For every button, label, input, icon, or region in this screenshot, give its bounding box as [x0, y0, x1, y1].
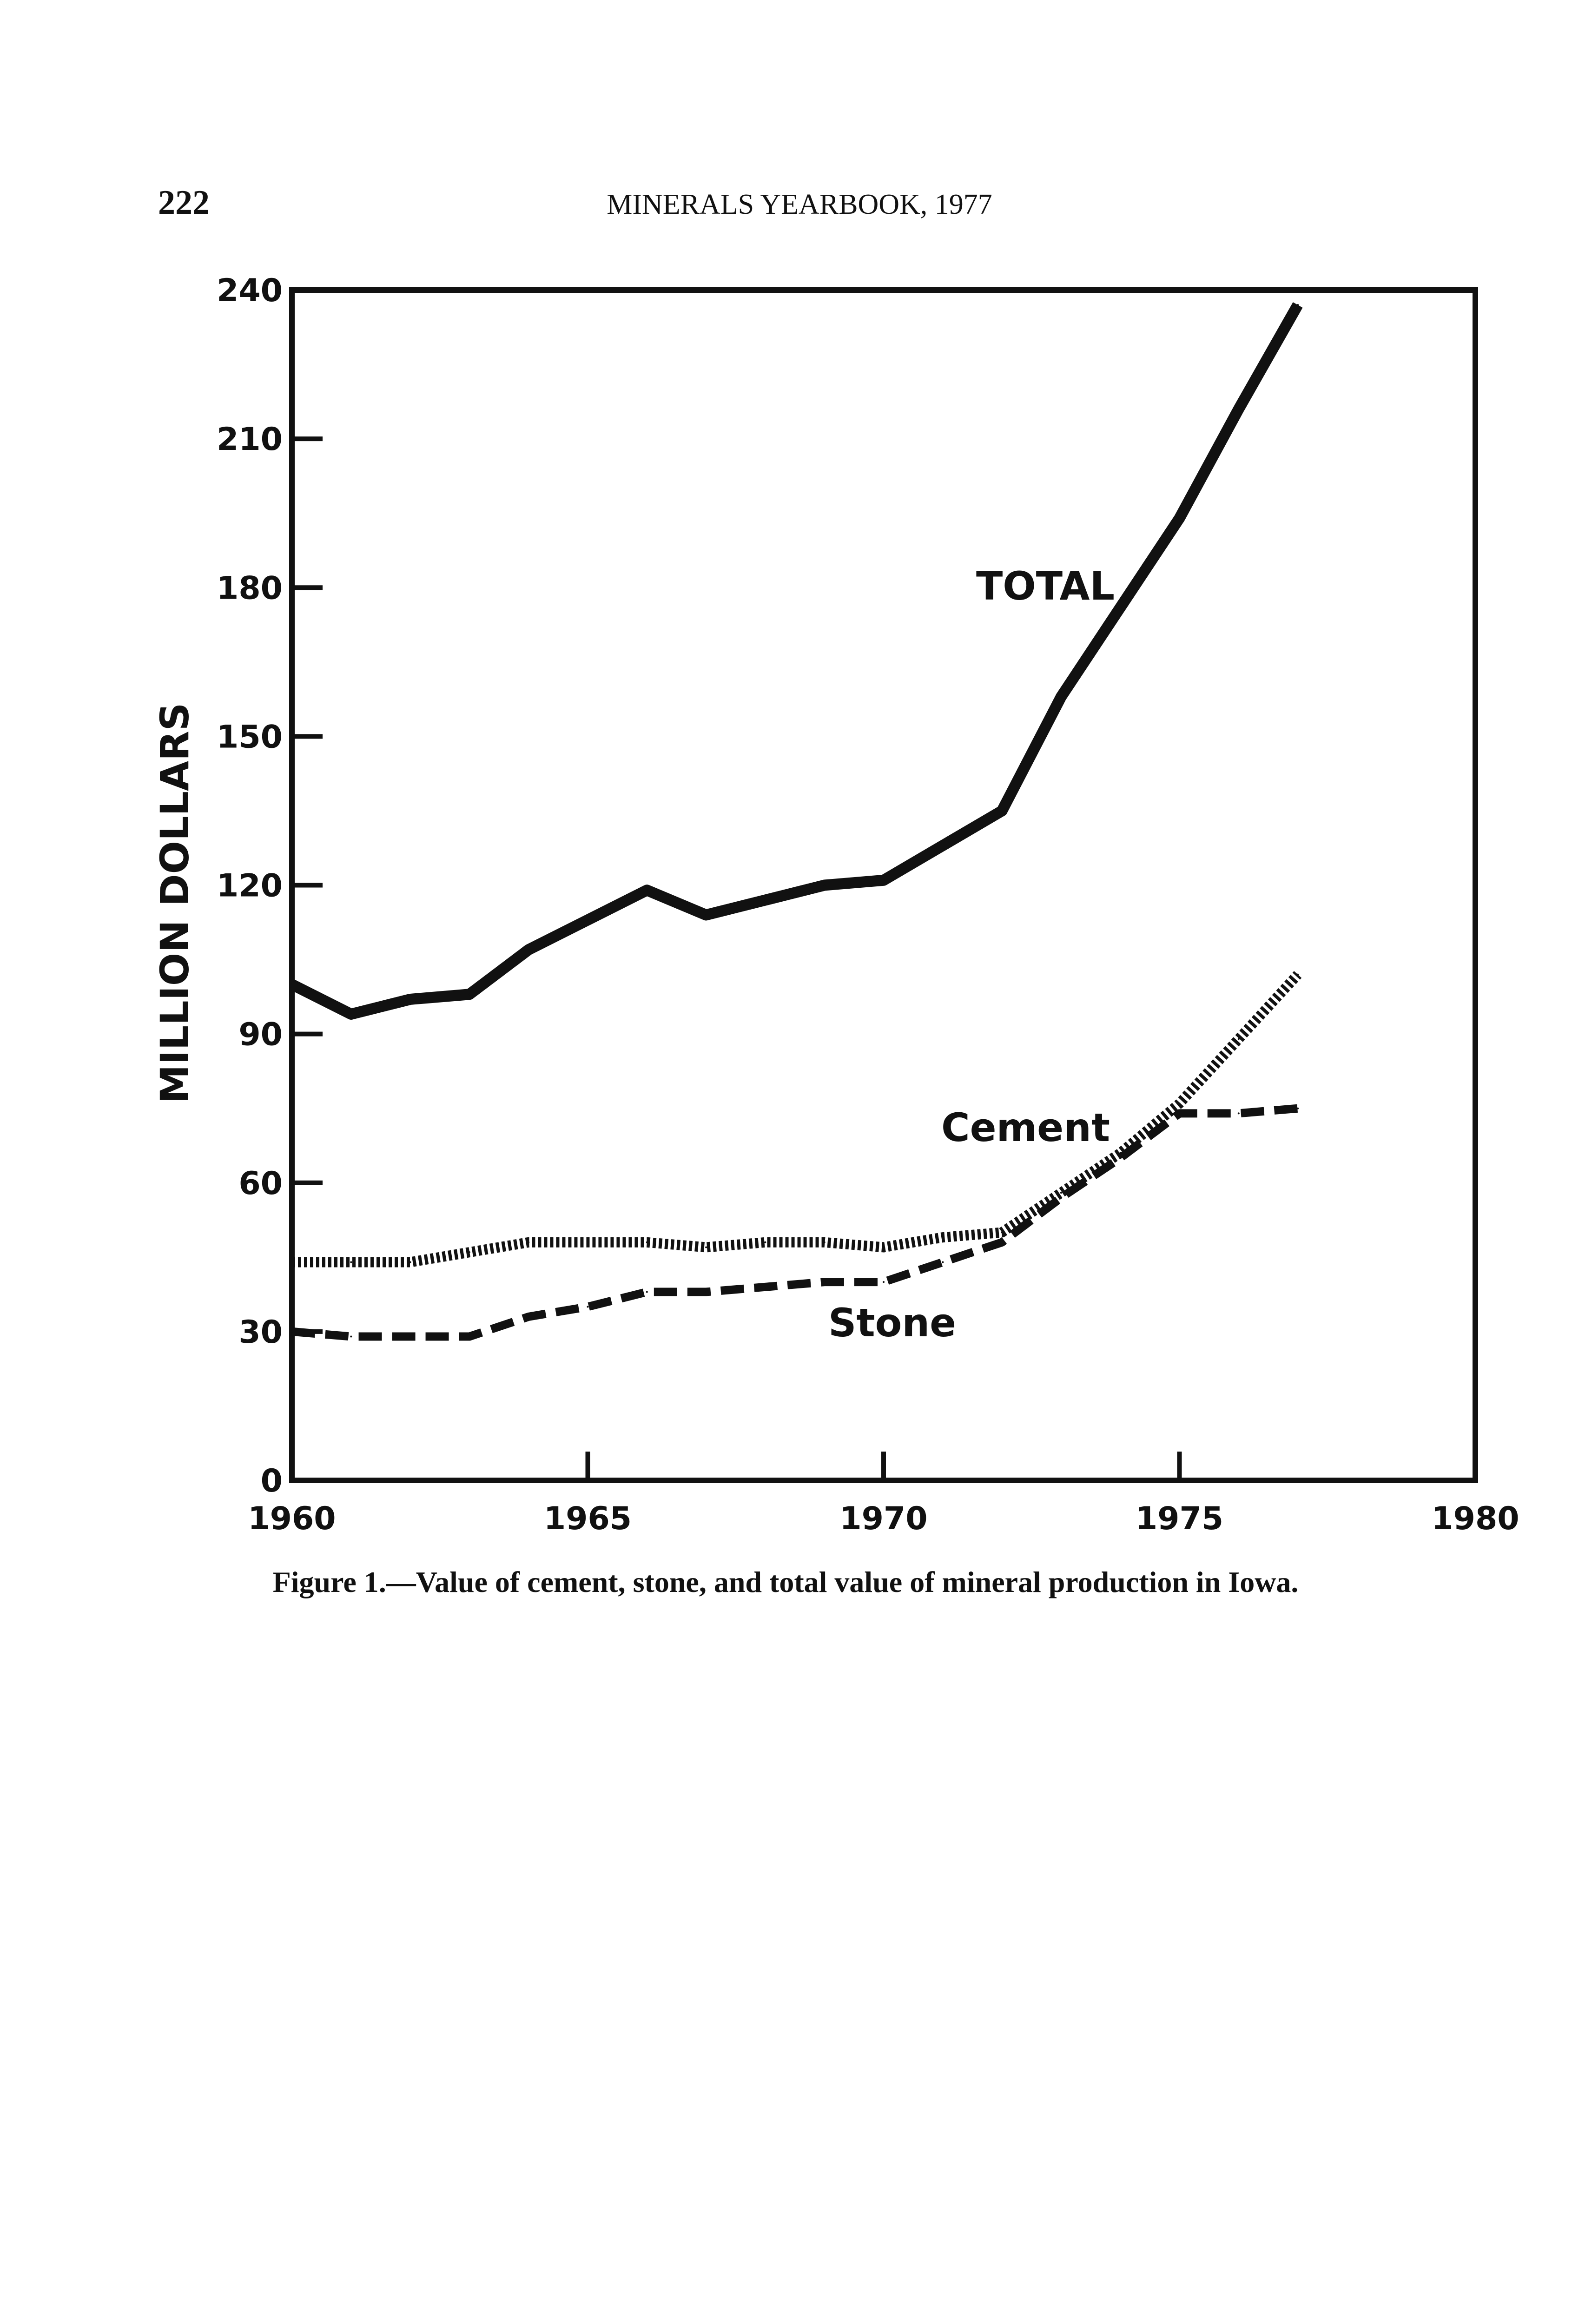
data-point-stone	[587, 1306, 589, 1308]
data-point-cement	[1060, 1192, 1062, 1194]
data-point-cement	[291, 1261, 293, 1263]
data-point-total	[764, 899, 766, 901]
y-tick-label: 30	[238, 1314, 283, 1351]
data-point-cement	[468, 1251, 470, 1254]
data-point-cement	[350, 1261, 352, 1263]
data-point-total	[468, 993, 470, 996]
data-point-stone	[1001, 1241, 1003, 1243]
data-point-total	[350, 1013, 352, 1015]
data-point-total	[883, 879, 885, 881]
data-point-total	[1060, 696, 1062, 698]
x-tick-label: 1965	[544, 1500, 632, 1537]
series-line-total	[289, 302, 1303, 1020]
data-point-cement	[823, 1241, 826, 1243]
data-point-total	[291, 983, 293, 985]
figure-caption: Figure 1.—Value of cement, stone, and to…	[273, 1565, 1299, 1598]
y-tick-label: 90	[238, 1017, 283, 1053]
data-point-stone	[1060, 1196, 1062, 1199]
data-point-total	[1001, 810, 1003, 812]
y-tick-label: 0	[261, 1463, 283, 1499]
x-tick-label: 1980	[1431, 1500, 1519, 1537]
data-point-total	[1119, 606, 1122, 608]
y-tick-label: 150	[217, 719, 283, 755]
data-point-total	[528, 949, 530, 951]
data-point-cement	[764, 1241, 766, 1243]
data-point-stone	[942, 1261, 944, 1263]
data-point-cement	[1237, 1038, 1240, 1040]
data-point-stone	[823, 1281, 826, 1283]
data-point-cement	[883, 1246, 885, 1248]
data-point-stone	[350, 1335, 352, 1338]
annotation-cement: Cement	[941, 1105, 1110, 1150]
page-number: 222	[158, 184, 210, 222]
figure: 222 MINERALS YEARBOOK, 1977 MILLION DOLL…	[152, 184, 1519, 1598]
x-tick-label: 1975	[1136, 1500, 1223, 1537]
data-point-stone	[1178, 1112, 1181, 1115]
data-point-stone	[1297, 1107, 1299, 1109]
data-point-cement	[1178, 1103, 1181, 1105]
data-point-stone	[705, 1291, 707, 1293]
data-point-cement	[646, 1241, 648, 1243]
running-title: MINERALS YEARBOOK, 1977	[607, 189, 992, 220]
y-tick-label: 240	[217, 272, 283, 309]
x-tick-label: 1960	[248, 1500, 336, 1537]
data-point-total	[823, 884, 826, 886]
data-point-stone	[291, 1330, 293, 1333]
data-point-stone	[646, 1291, 648, 1293]
data-point-stone	[1237, 1112, 1240, 1115]
y-axis-label: MILLION DOLLARS	[152, 703, 198, 1103]
y-tick-label: 180	[217, 570, 283, 607]
data-point-total	[705, 914, 707, 916]
data-point-stone	[528, 1315, 530, 1318]
data-point-cement	[1297, 973, 1299, 976]
y-tick-label: 210	[217, 421, 283, 458]
data-point-total	[1237, 408, 1240, 410]
data-point-cement	[1001, 1231, 1003, 1234]
data-point-total	[1297, 304, 1299, 306]
series-line-stone	[291, 1104, 1298, 1341]
data-point-stone	[409, 1335, 411, 1338]
data-point-cement	[409, 1261, 411, 1263]
data-point-total	[587, 919, 589, 921]
data-point-cement	[528, 1241, 530, 1243]
annotation-stone: Stone	[828, 1300, 956, 1346]
data-point-cement	[942, 1236, 944, 1239]
data-point-total	[942, 845, 944, 847]
data-point-stone	[883, 1281, 885, 1283]
data-point-stone	[1119, 1157, 1122, 1159]
data-point-cement	[705, 1246, 707, 1248]
x-tick-label: 1970	[839, 1500, 927, 1537]
data-point-stone	[468, 1335, 470, 1338]
y-tick-label: 60	[238, 1165, 283, 1202]
data-point-total	[409, 998, 411, 1000]
series-line-cement	[292, 971, 1302, 1268]
y-tick-label: 120	[217, 868, 283, 905]
data-point-stone	[764, 1286, 766, 1288]
annotation-total: TOTAL	[976, 563, 1115, 609]
data-point-total	[1178, 517, 1181, 519]
data-point-cement	[587, 1241, 589, 1243]
data-point-total	[646, 889, 648, 891]
